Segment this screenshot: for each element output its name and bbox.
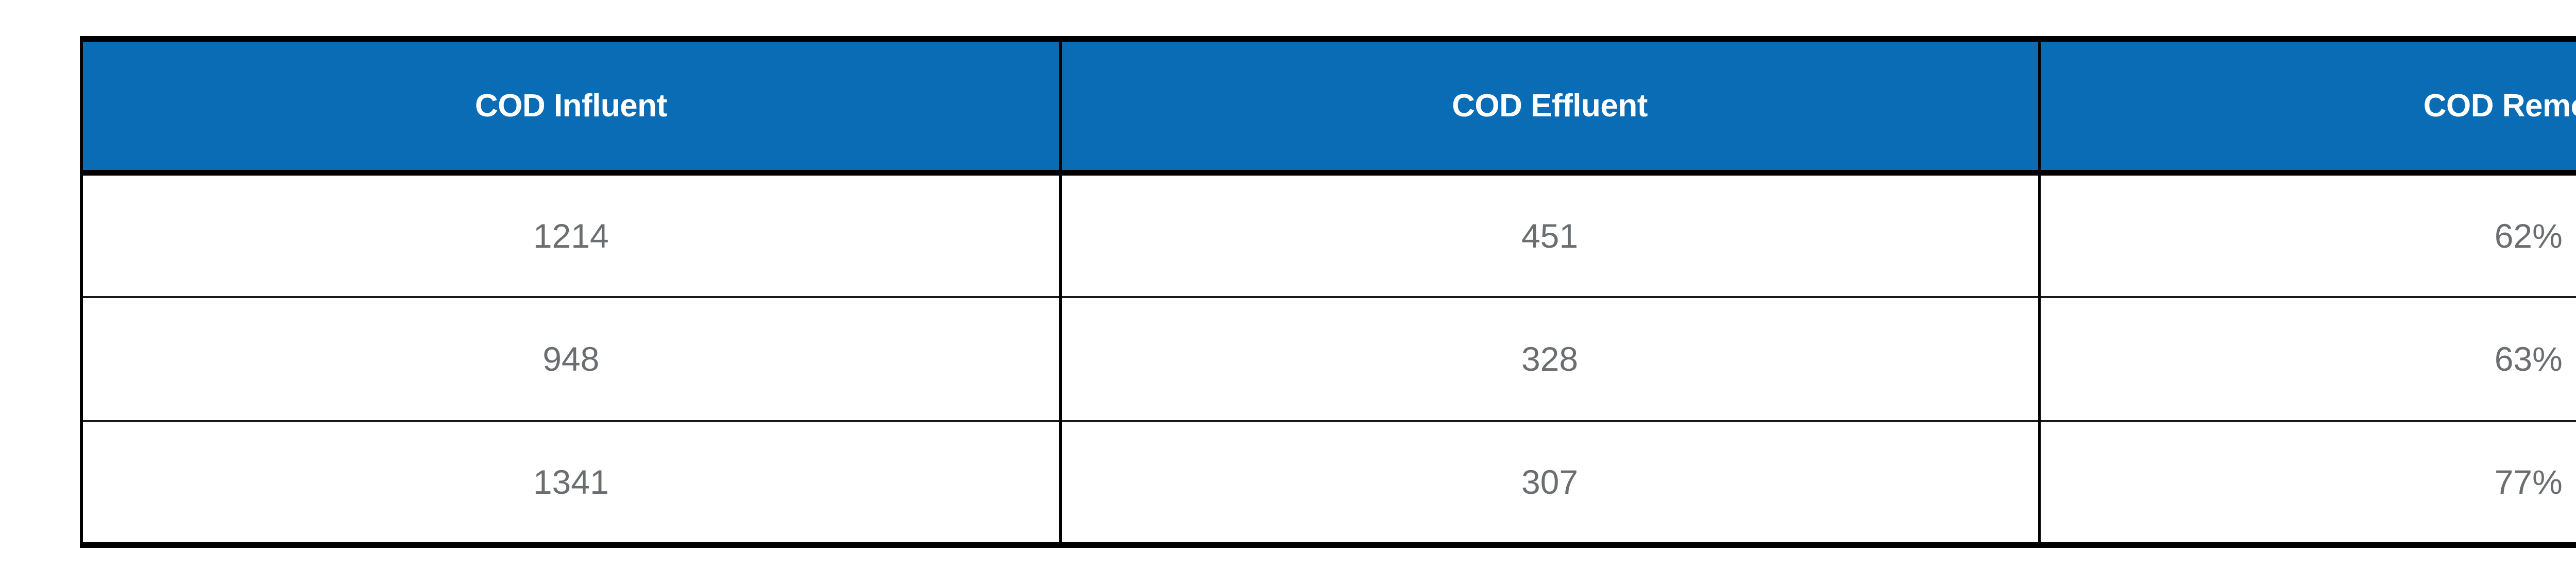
cell-cod-removal: 63% (2038, 297, 2576, 422)
table-container: COD Influent COD Effluent COD Removal 12… (80, 36, 2576, 548)
column-header-cod-effluent: COD Effluent (1059, 36, 2041, 176)
table-row: 1214 451 62% (80, 172, 2576, 298)
column-header-cod-removal: COD Removal (2038, 36, 2576, 176)
table-header-row: COD Influent COD Effluent COD Removal (80, 36, 2576, 176)
cell-cod-removal: 77% (2038, 421, 2576, 548)
cell-cod-effluent: 328 (1059, 297, 2041, 422)
column-header-cod-influent: COD Influent (80, 36, 1062, 176)
cell-cod-removal: 62% (2038, 172, 2576, 298)
cell-cod-effluent: 307 (1059, 421, 2041, 548)
cell-cod-effluent: 451 (1059, 172, 2041, 298)
cod-results-table: COD Influent COD Effluent COD Removal 12… (80, 36, 2576, 548)
table-row: 1341 307 77% (80, 421, 2576, 548)
table-body: 1214 451 62% 948 328 63% 1341 307 77% (80, 172, 2576, 548)
cell-cod-influent: 948 (80, 297, 1062, 422)
cell-cod-influent: 1214 (80, 172, 1062, 298)
table-header: COD Influent COD Effluent COD Removal (80, 36, 2576, 176)
cell-cod-influent: 1341 (80, 421, 1062, 548)
table-row: 948 328 63% (80, 297, 2576, 422)
